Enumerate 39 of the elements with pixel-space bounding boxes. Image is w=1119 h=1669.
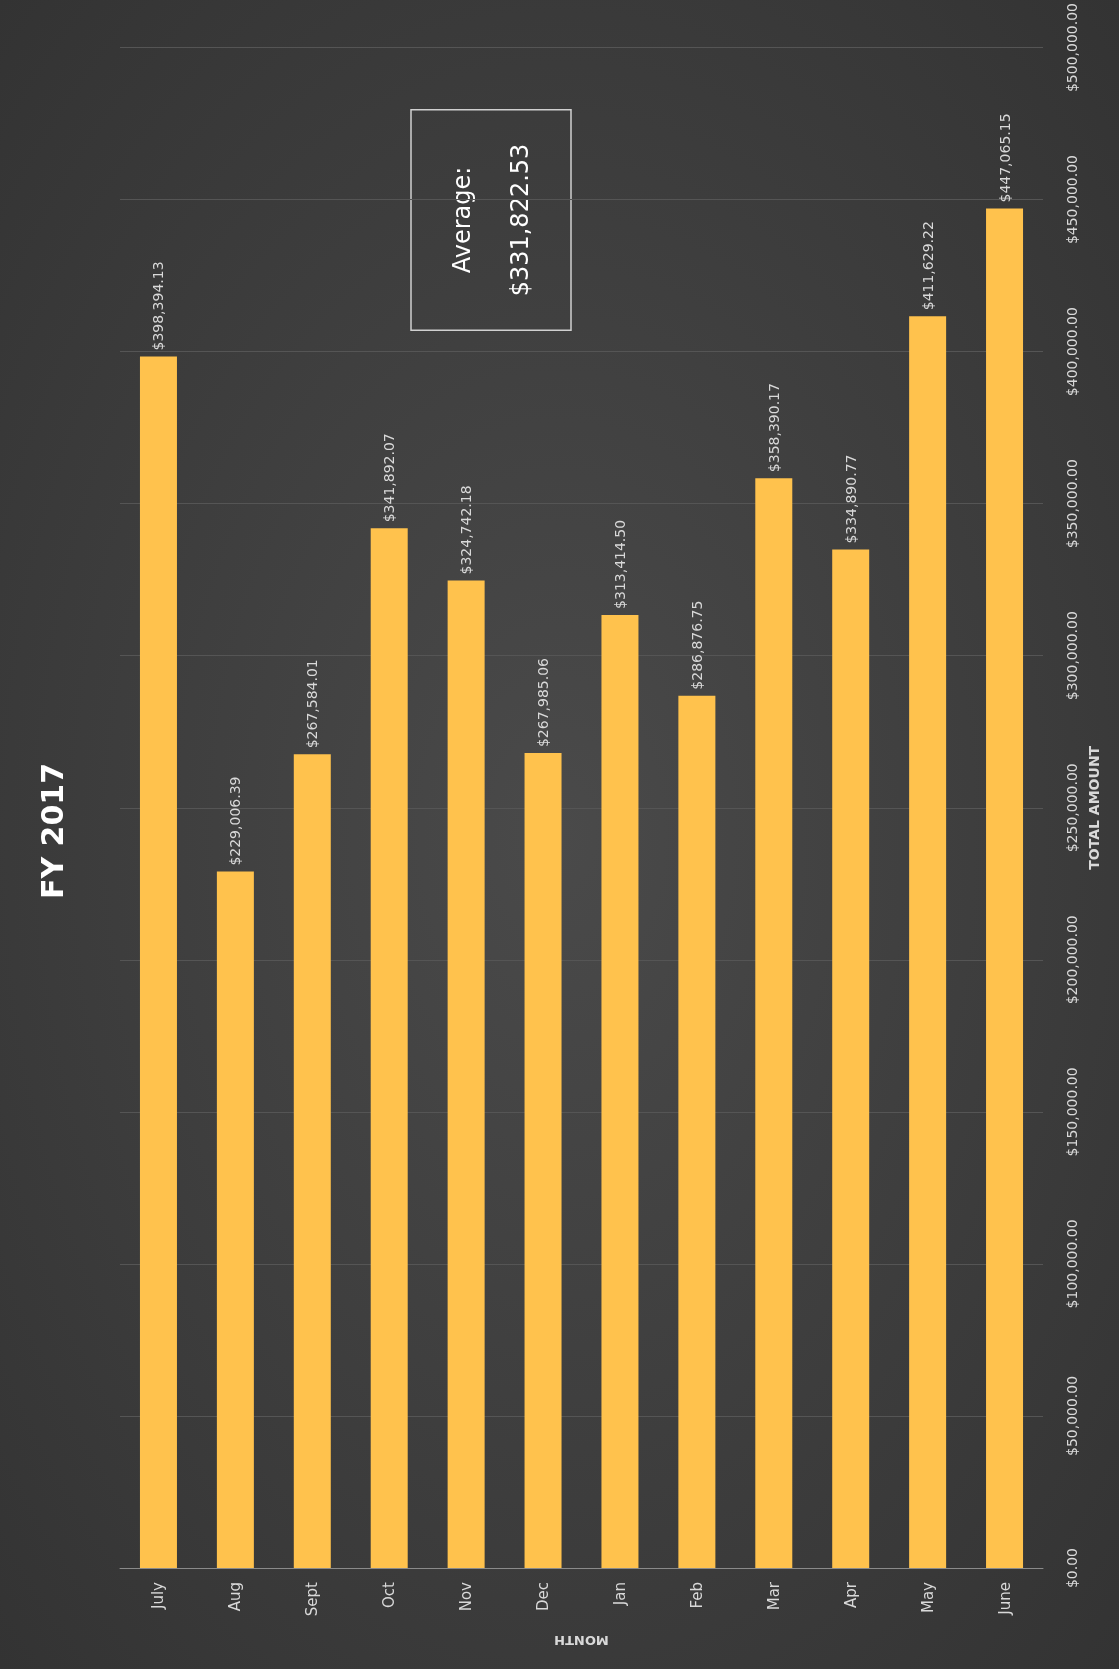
text: FY 2017 xyxy=(34,762,70,900)
y-tick-label: $200,000.00 xyxy=(1064,915,1080,1005)
y-tick-label: $500,000.00 xyxy=(1064,2,1080,93)
data-label: $398,394.13 xyxy=(150,261,167,351)
y-axis-title: TOTAL AMOUNT xyxy=(1085,745,1102,870)
y-tick-label: $50,000.00 xyxy=(1064,1375,1080,1457)
data-label: $313,414.50 xyxy=(611,519,628,609)
data-label: $324,742.18 xyxy=(458,485,475,575)
data-label: $229,006.39 xyxy=(227,776,244,866)
x-tick-label: Mar xyxy=(764,1581,783,1611)
y-tick-label: $0.00 xyxy=(1064,1547,1080,1589)
data-label: $267,985.06 xyxy=(535,657,552,748)
x-tick-label: Apr xyxy=(841,1581,860,1608)
x-tick-label: July xyxy=(149,1581,168,1610)
text: Average: $331,822.53 xyxy=(448,143,534,297)
x-axis-title: MONTH xyxy=(554,1633,609,1648)
data-label: $334,890.77 xyxy=(842,454,859,544)
y-tick-label: $100,000.00 xyxy=(1064,1219,1080,1309)
x-tick-label: Jan xyxy=(610,1582,629,1607)
data-label: $267,584.01 xyxy=(304,659,321,749)
x-tick-label: Sept xyxy=(303,1581,322,1617)
x-tick-label: June xyxy=(995,1582,1014,1616)
x-tick-label: Dec xyxy=(534,1582,553,1612)
x-tick-label: Feb xyxy=(687,1582,706,1609)
y-tick-label: $450,000.00 xyxy=(1064,155,1080,245)
y-tick-label: $150,000.00 xyxy=(1064,1067,1080,1157)
x-tick-label: Aug xyxy=(226,1582,245,1612)
data-label: $411,629.22 xyxy=(919,221,936,311)
data-label: $447,065.15 xyxy=(996,113,1013,203)
y-tick-label: $250,000.00 xyxy=(1064,763,1080,853)
data-label: $286,876.75 xyxy=(688,600,705,690)
x-tick-label: Nov xyxy=(457,1581,476,1612)
y-tick-label: $350,000.00 xyxy=(1064,459,1080,549)
data-label: $358,390.17 xyxy=(765,383,782,473)
x-tick-label: Oct xyxy=(380,1581,399,1608)
y-tick-label: $400,000.00 xyxy=(1064,307,1080,397)
y-tick-label: $300,000.00 xyxy=(1064,611,1080,701)
x-tick-label: May xyxy=(918,1581,937,1614)
data-label: $341,892.07 xyxy=(381,433,398,523)
